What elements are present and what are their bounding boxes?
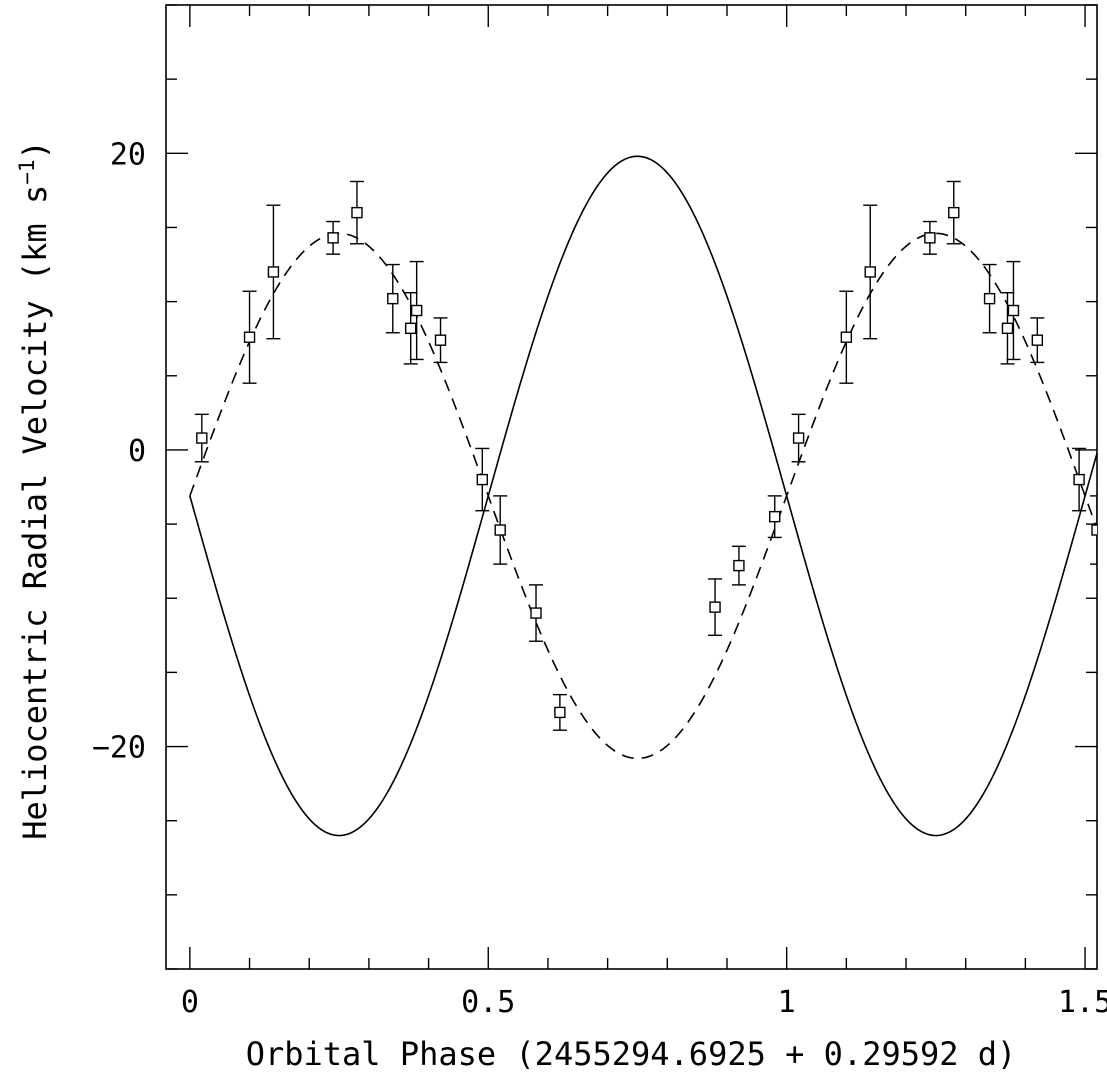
x-tick-label: 1: [778, 985, 796, 1020]
dashed-model-curve: [189, 232, 1097, 760]
data-point: [982, 263, 997, 334]
data-points: [194, 180, 1097, 731]
data-point: [409, 260, 424, 361]
square-marker: [733, 559, 745, 572]
square-marker: [243, 331, 256, 343]
square-marker: [530, 607, 542, 619]
data-point: [1006, 260, 1021, 361]
square-marker: [840, 331, 853, 343]
square-marker: [709, 601, 721, 613]
square-marker: [494, 524, 506, 536]
y-axis-title: Heliocentric Radial Velocity (km s−1): [15, 140, 54, 840]
x-tick-labels: 0 0.5 1 1.5: [181, 985, 1107, 1020]
data-point: [731, 545, 746, 586]
square-marker: [351, 206, 363, 219]
square-marker: [554, 706, 566, 719]
data-point: [839, 290, 854, 384]
data-point: [403, 292, 418, 365]
data-point: [349, 180, 364, 245]
square-marker: [196, 432, 208, 444]
data-point: [194, 413, 209, 463]
y-axis-title-superscript: −1: [15, 159, 39, 184]
square-marker: [1001, 322, 1014, 335]
square-marker: [769, 510, 781, 523]
minor-ticks: [166, 4, 1097, 970]
x-tick-label: 0.5: [461, 985, 515, 1020]
square-marker: [1007, 304, 1020, 317]
data-point: [1000, 292, 1015, 365]
data-point: [1030, 317, 1045, 364]
square-marker: [410, 304, 423, 317]
solid-model-curve: [189, 155, 1097, 837]
x-axis-title: Orbital Phase (2455294.6925 + 0.29592 d): [246, 1035, 1017, 1073]
square-marker: [1091, 524, 1097, 536]
data-point: [1072, 447, 1087, 512]
data-point: [767, 495, 782, 539]
y-tick-labels: −20 0 20: [92, 137, 146, 765]
major-ticks: [166, 5, 1097, 969]
square-marker: [983, 292, 996, 305]
y-tick-label: −20: [92, 731, 146, 766]
data-point: [791, 413, 806, 463]
square-marker: [387, 292, 399, 305]
plot-frame: [165, 4, 1098, 970]
y-tick-label: 20: [110, 137, 146, 172]
square-marker: [327, 232, 339, 244]
y-tick-label: 0: [128, 434, 146, 469]
data-point: [385, 263, 400, 334]
data-point: [242, 290, 257, 384]
square-marker: [924, 232, 936, 244]
x-tick-label: 1.5: [1058, 985, 1107, 1020]
data-point: [493, 495, 508, 565]
square-marker: [1073, 473, 1085, 486]
data-point: [922, 220, 937, 255]
square-marker: [1031, 334, 1044, 346]
data-point: [708, 578, 723, 637]
square-marker: [864, 266, 876, 278]
data-point: [863, 204, 878, 340]
data-point: [1090, 495, 1097, 565]
data-point: [433, 317, 448, 364]
square-marker: [948, 206, 960, 219]
data-point: [529, 584, 544, 642]
y-axis-title-main: Heliocentric Radial Velocity (km s: [16, 185, 54, 840]
x-tick-label: 0: [181, 985, 199, 1020]
plot-border: [165, 4, 1098, 970]
data-point: [552, 693, 567, 731]
data-point: [475, 447, 490, 512]
square-marker: [792, 432, 805, 444]
data-point: [946, 180, 961, 245]
square-marker: [404, 322, 417, 335]
y-axis-title-close: ): [16, 140, 54, 159]
square-marker: [434, 334, 447, 346]
square-marker: [476, 473, 489, 486]
data-point: [266, 204, 281, 340]
data-point: [326, 220, 341, 255]
square-marker: [267, 266, 280, 278]
